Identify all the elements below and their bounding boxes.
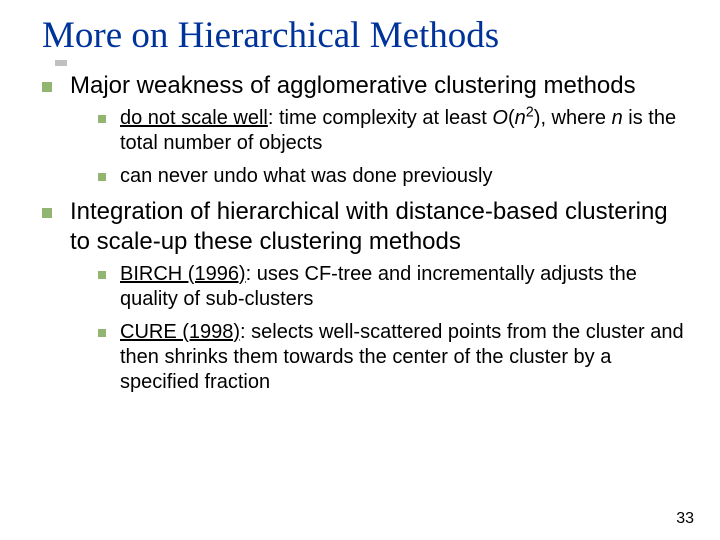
lvl1-text: Major weakness of agglomerative clusteri… [70,71,688,100]
lvl2-text: CURE (1998): selects well-scattered poin… [120,320,688,395]
italic-O: O [492,107,508,129]
page-number: 33 [676,510,694,528]
list-item: BIRCH (1996): uses CF-tree and increment… [98,262,688,312]
square-bullet-icon [98,329,106,337]
bullet-list-lvl2: do not scale well: time complexity at le… [98,106,688,189]
superscript-2: 2 [526,105,534,121]
square-bullet-icon [98,173,106,181]
text-fragment: ), where [534,107,612,129]
list-item: can never undo what was done previously [98,164,688,189]
lvl1-text: Integration of hierarchical with distanc… [70,197,688,256]
underline-text: CURE (1998) [120,321,240,343]
slide: More on Hierarchical Methods Major weakn… [0,0,720,540]
lvl2-text: do not scale well: time complexity at le… [120,106,688,156]
text-fragment: ( [508,107,515,129]
square-bullet-icon [98,271,106,279]
bullet-list-lvl1: Major weakness of agglomerative clusteri… [42,71,688,395]
text-fragment: : time complexity at least [268,107,493,129]
lvl2-text: can never undo what was done previously [120,164,688,189]
bullet-list-lvl2: BIRCH (1996): uses CF-tree and increment… [98,262,688,395]
list-item: do not scale well: time complexity at le… [98,106,688,156]
italic-n: n [515,107,526,129]
list-item: CURE (1998): selects well-scattered poin… [98,320,688,395]
slide-title: More on Hierarchical Methods [42,14,688,57]
underline-text: do not scale well [120,107,268,129]
title-accent [55,60,67,66]
lvl2-text: BIRCH (1996): uses CF-tree and increment… [120,262,688,312]
square-bullet-icon [42,208,52,218]
italic-n: n [612,107,623,129]
square-bullet-icon [42,82,52,92]
list-item: Major weakness of agglomerative clusteri… [42,71,688,100]
underline-text: BIRCH (1996) [120,263,246,285]
square-bullet-icon [98,115,106,123]
list-item: Integration of hierarchical with distanc… [42,197,688,256]
